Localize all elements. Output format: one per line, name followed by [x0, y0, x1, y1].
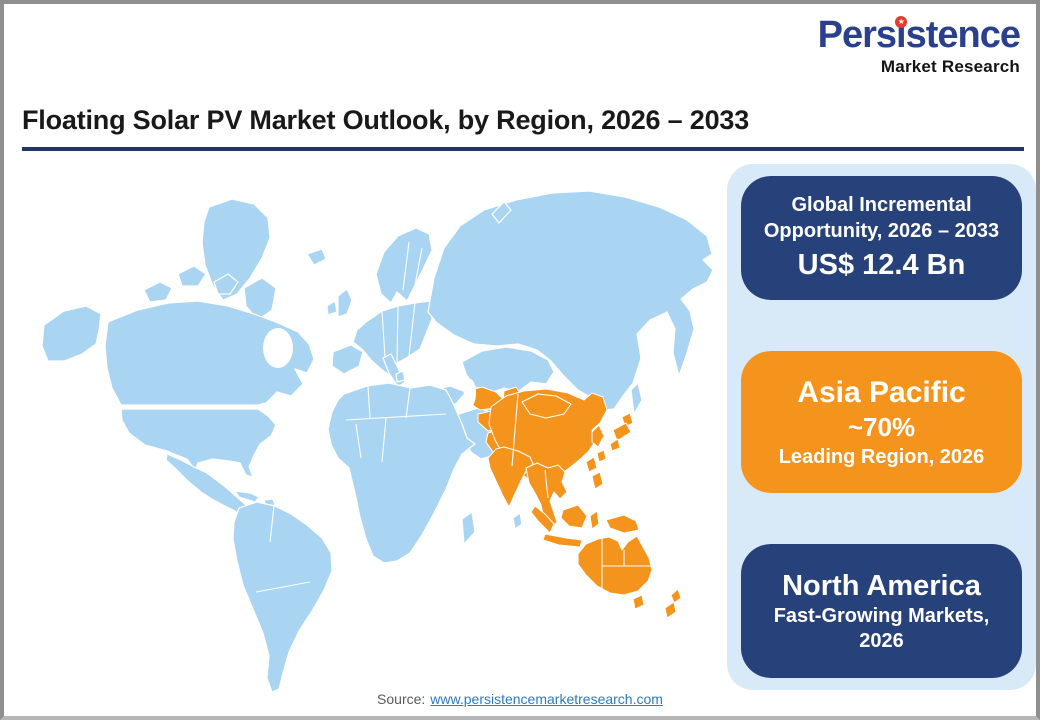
page-title: Floating Solar PV Market Outlook, by Reg… [22, 105, 750, 135]
source-label: Source: [377, 691, 426, 707]
asia-pacific-share: ~70% [847, 412, 916, 443]
global-opportunity-label-line1: Global Incremental [791, 194, 972, 217]
card-global-opportunity: Global Incremental Opportunity, 2026 – 2… [741, 176, 1022, 300]
card-asia-pacific: Asia Pacific ~70% Leading Region, 2026 [741, 351, 1022, 493]
map-asia-pacific-region [463, 386, 682, 619]
north-america-subtitle: Fast-Growing Markets, 2026 [773, 605, 990, 653]
source-line: Source: www.persistencemarketresearch.com [4, 691, 1036, 707]
stats-panel: Global Incremental Opportunity, 2026 – 2… [727, 164, 1036, 690]
map-country-borders [255, 241, 652, 593]
logo-text-right: stence [905, 14, 1021, 56]
map-other-regions [41, 190, 714, 693]
world-map-svg [41, 190, 714, 693]
global-opportunity-value: US$ 12.4 Bn [797, 249, 966, 282]
star-glyph: ★ [897, 17, 905, 26]
asia-pacific-title: Asia Pacific [797, 375, 966, 409]
card-north-america: North America Fast-Growing Markets, 2026 [741, 544, 1022, 678]
brand-logo: Pers ★ ıstence Market Research [817, 14, 1021, 77]
logo-tagline: Market Research [880, 56, 1020, 76]
map-inland-seas [263, 328, 476, 407]
world-map [26, 162, 726, 694]
logo-wordmark: Pers ★ ıstence [817, 14, 1021, 56]
logo-text-left: Pers [817, 14, 897, 56]
source-link[interactable]: www.persistencemarketresearch.com [430, 691, 663, 707]
asia-pacific-subtitle: Leading Region, 2026 [778, 446, 985, 469]
title-underline [22, 147, 1024, 151]
logo-dotless-i: ı [896, 14, 907, 56]
north-america-title: North America [782, 569, 981, 602]
global-opportunity-label-line2: Opportunity, 2026 – 2033 [763, 220, 1000, 243]
logo-letter-i: ★ ı [894, 14, 907, 56]
logo-star-icon: ★ [894, 16, 907, 28]
